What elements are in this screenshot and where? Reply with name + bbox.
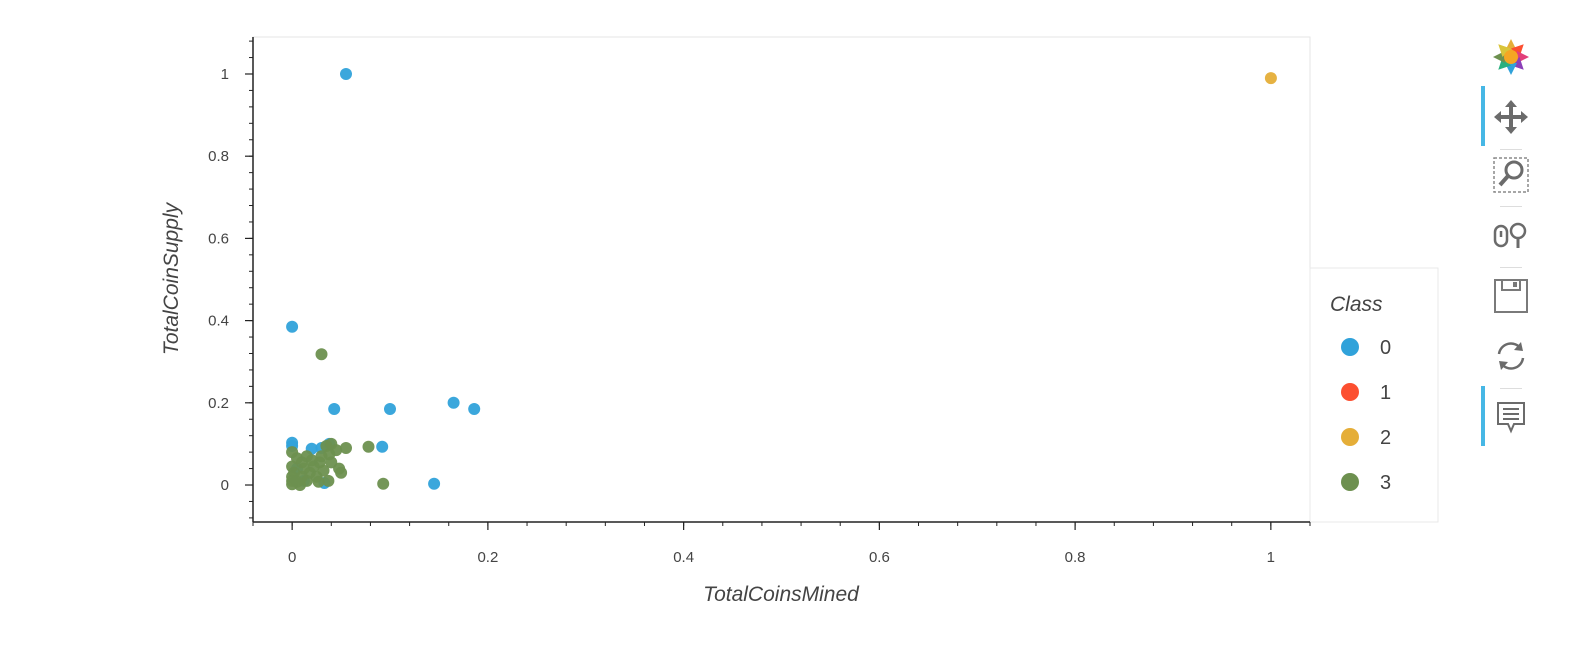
data-point-class-0 (376, 440, 389, 453)
legend-marker-class-1 (1341, 383, 1359, 401)
toolbar (1480, 30, 1540, 470)
data-point-class-0 (328, 403, 341, 415)
y-axis-label: TotalCoinSupply (160, 201, 183, 355)
y-tick-label: 0.8 (208, 148, 229, 165)
legend-label-class-1: 1 (1380, 382, 1391, 404)
x-axis-label: TotalCoinsMined (703, 583, 860, 606)
y-axis: 0 0.2 0.4 0.6 0.8 1 (208, 37, 254, 522)
data-point-class-3 (312, 475, 325, 488)
legend-label-class-0: 0 (1380, 337, 1391, 359)
x-tick-label: 0.6 (869, 549, 890, 566)
box-zoom-tool[interactable] (1490, 154, 1532, 196)
legend-label-class-3: 3 (1380, 472, 1391, 494)
legend-label-class-2: 2 (1380, 427, 1391, 449)
legend-box (1309, 267, 1439, 523)
data-point-class-3 (317, 464, 330, 477)
data-point-class-0 (447, 396, 460, 409)
wheel-zoom-icon (1493, 222, 1527, 248)
x-tick-label: 0.4 (673, 549, 694, 566)
legend-marker-class-3 (1341, 473, 1359, 491)
y-tick-label: 0.6 (208, 230, 229, 247)
y-tick-label: 1 (221, 66, 229, 83)
data-point-class-3 (322, 474, 335, 487)
pan-icon (1494, 100, 1528, 134)
data-point-class-0 (428, 477, 441, 490)
bokeh-logo[interactable] (1490, 36, 1532, 78)
data-point-class-3 (315, 348, 328, 361)
pan-tool[interactable] (1481, 86, 1532, 146)
save-tool[interactable] (1490, 275, 1532, 317)
data-point-class-3 (340, 442, 352, 454)
y-tick-label: 0 (221, 477, 229, 494)
y-tick-label: 0.4 (208, 313, 229, 330)
save-icon (1494, 279, 1528, 313)
x-tick-label: 0.8 (1065, 549, 1086, 566)
data-point-class-0 (286, 320, 299, 333)
data-point-class-2 (1264, 72, 1277, 85)
data-points (286, 68, 1277, 491)
x-tick-label: 0.2 (477, 549, 498, 566)
data-point-class-3 (300, 450, 313, 463)
reset-tool[interactable] (1490, 335, 1532, 377)
y-tick-label: 0.2 (208, 395, 229, 412)
hover-tool[interactable] (1481, 386, 1532, 446)
box-zoom-icon (1493, 157, 1529, 193)
data-point-class-3 (323, 448, 336, 461)
x-tick-label: 1 (1267, 549, 1275, 566)
data-point-class-0 (384, 403, 396, 415)
legend-marker-class-2 (1341, 428, 1359, 446)
hover-icon (1497, 402, 1525, 434)
reset-icon (1497, 342, 1525, 370)
plot-frame (252, 36, 1311, 523)
wheel-zoom-tool[interactable] (1490, 214, 1532, 256)
data-point-class-0 (340, 68, 352, 80)
bokeh-logo-icon (1493, 39, 1529, 75)
legend-title: Class (1330, 293, 1383, 316)
data-point-class-3 (335, 466, 348, 479)
x-axis: 0 0.2 0.4 0.6 0.8 1 (252, 521, 1311, 566)
data-point-class-3 (377, 477, 390, 490)
data-point-class-3 (362, 440, 375, 453)
legend-marker-class-0 (1341, 338, 1359, 356)
data-point-class-0 (468, 403, 481, 415)
x-tick-label: 0 (288, 549, 296, 566)
legend-items: 0 1 2 3 (1341, 337, 1391, 494)
data-point-class-3 (291, 475, 303, 488)
